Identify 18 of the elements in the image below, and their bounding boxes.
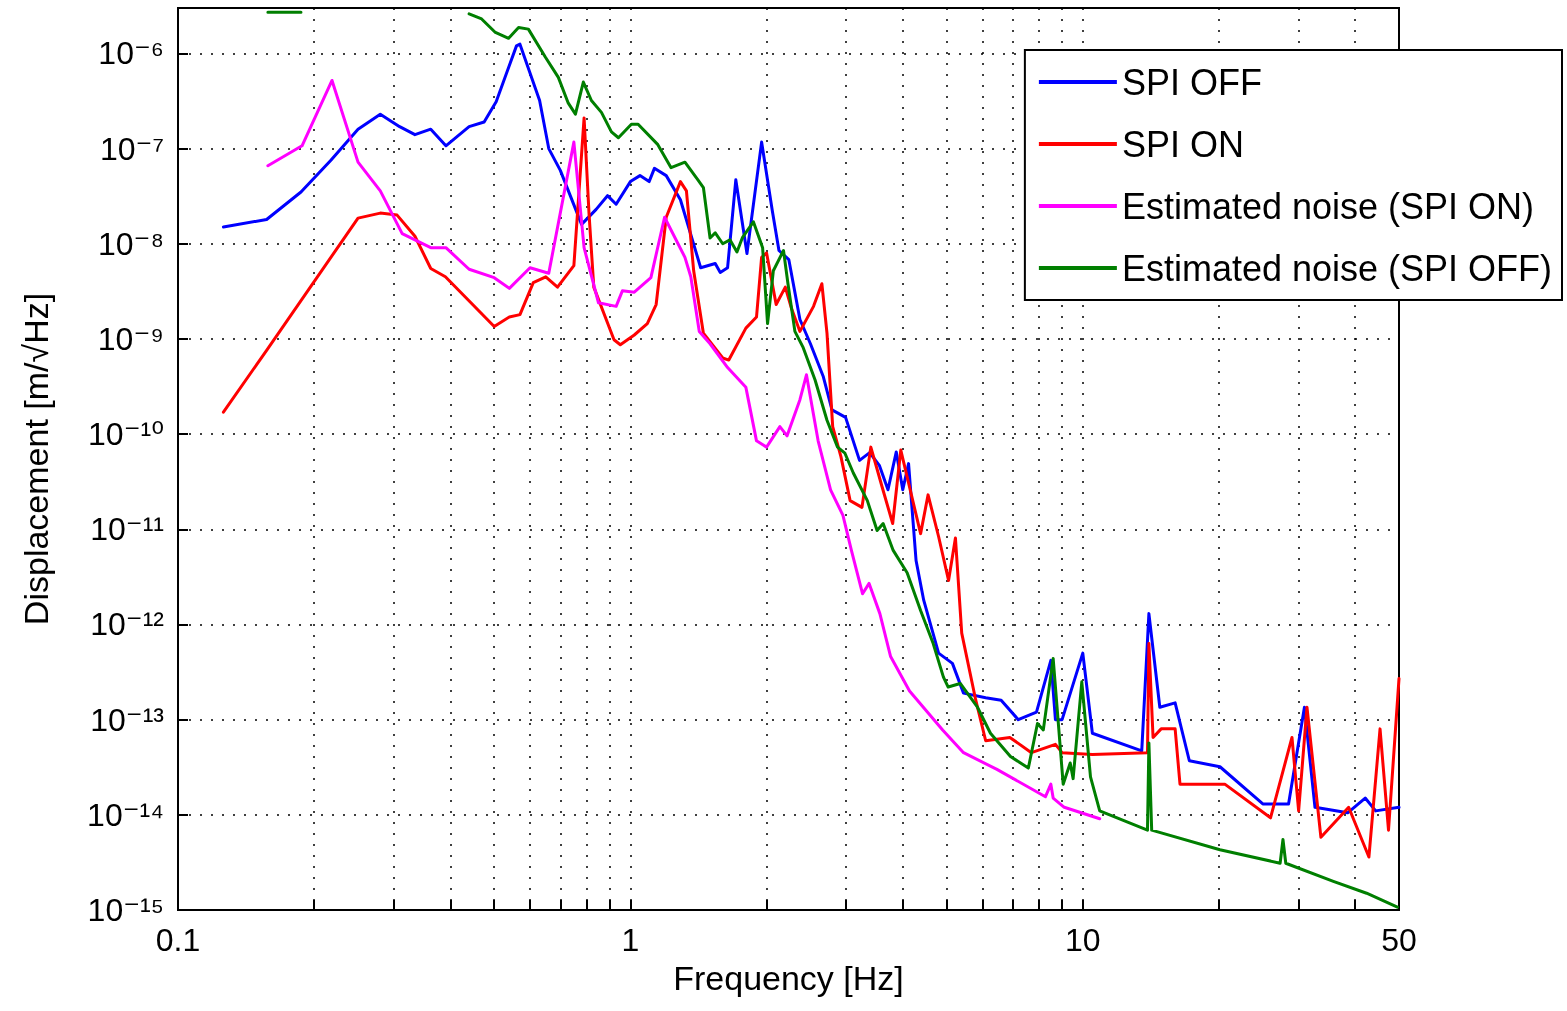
x-tick-label: 10	[1064, 922, 1101, 958]
x-axis-title: Frequency [Hz]	[673, 958, 904, 997]
y-tick-label: 10⁻¹¹	[90, 511, 164, 548]
y-axis-title: Displacement [m/√Hz]	[17, 292, 55, 626]
y-tick-label: 10⁻⁶	[98, 35, 164, 72]
y-tick-label: 10⁻¹³	[90, 701, 165, 738]
legend-label: SPI OFF	[1121, 61, 1262, 103]
x-tick-label: 1	[621, 922, 640, 958]
y-tick-label: 10⁻⁸	[98, 225, 164, 262]
legend-label: SPI ON	[1121, 123, 1244, 165]
y-tick-label: 10⁻¹²	[90, 606, 165, 643]
legend-label: Estimated noise (SPI ON)	[1121, 185, 1535, 227]
y-tick-label: 10⁻¹⁴	[87, 796, 164, 833]
y-tick-label: 10⁻¹⁰	[88, 416, 164, 453]
x-tick-label: 50	[1381, 922, 1417, 958]
y-tick-label: 10⁻⁹	[97, 320, 164, 357]
legend-label: Estimated noise (SPI OFF)	[1121, 247, 1553, 289]
y-tick-label: 10⁻⁷	[99, 130, 164, 167]
